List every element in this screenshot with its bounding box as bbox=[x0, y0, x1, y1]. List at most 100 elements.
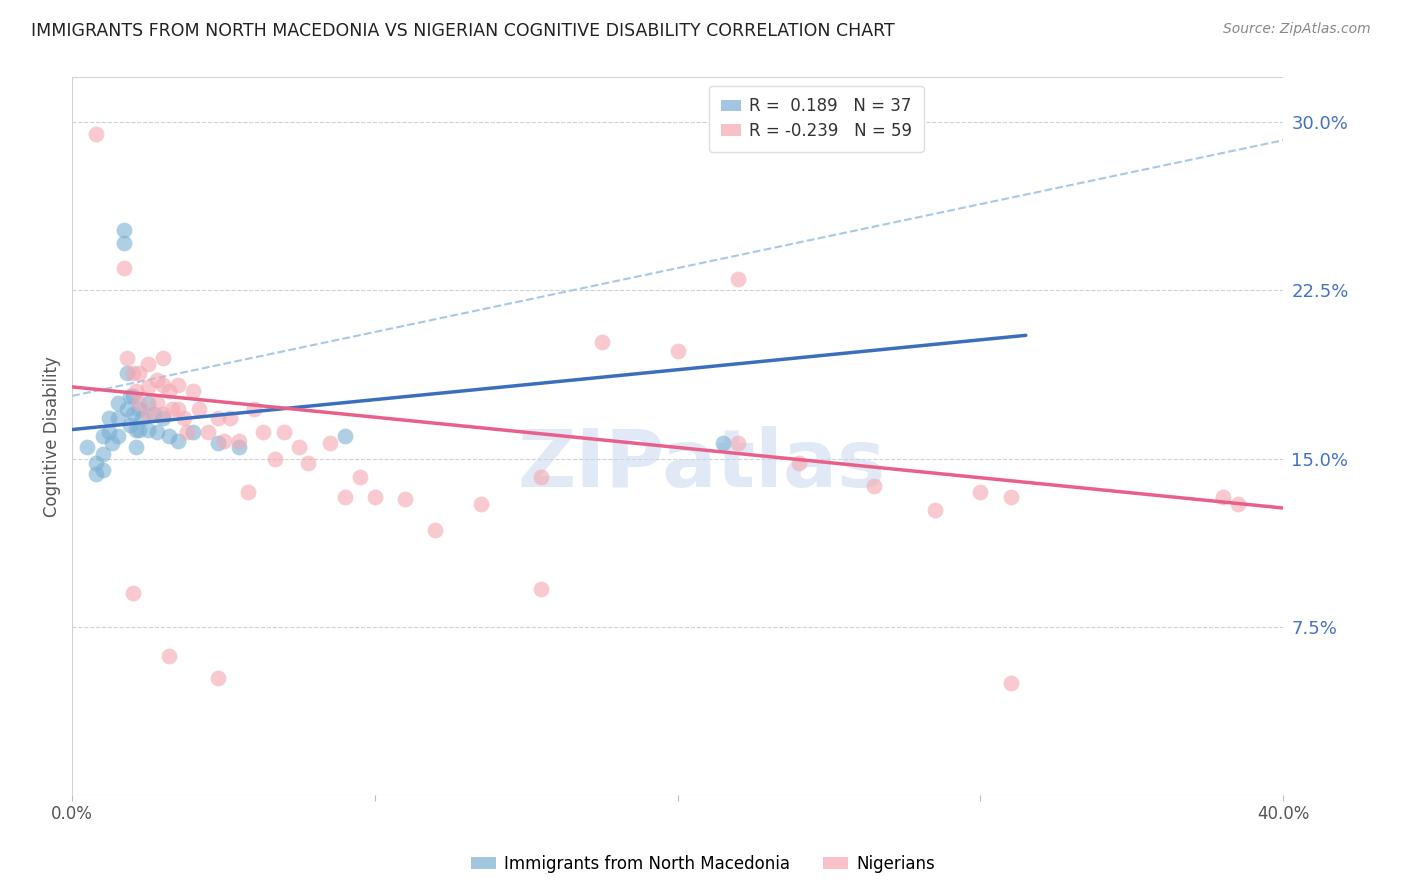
Point bbox=[252, 425, 274, 439]
Point bbox=[121, 407, 143, 421]
Text: IMMIGRANTS FROM NORTH MACEDONIA VS NIGERIAN COGNITIVE DISABILITY CORRELATION CHA: IMMIGRANTS FROM NORTH MACEDONIA VS NIGER… bbox=[31, 22, 894, 40]
Point bbox=[207, 436, 229, 450]
Point bbox=[136, 395, 159, 409]
Point bbox=[243, 402, 266, 417]
Point bbox=[112, 236, 135, 251]
Point bbox=[115, 402, 138, 417]
Point bbox=[136, 358, 159, 372]
Point bbox=[1000, 490, 1022, 504]
Point bbox=[1000, 676, 1022, 690]
Point bbox=[349, 469, 371, 483]
Point bbox=[425, 524, 447, 538]
Point bbox=[167, 402, 190, 417]
Point bbox=[157, 429, 180, 443]
Point bbox=[97, 425, 120, 439]
Text: ZIPatlas: ZIPatlas bbox=[517, 426, 886, 504]
Point bbox=[591, 334, 613, 349]
Point bbox=[91, 447, 114, 461]
Point bbox=[188, 402, 211, 417]
Point bbox=[1226, 496, 1249, 510]
Point bbox=[86, 127, 108, 141]
Point bbox=[107, 429, 129, 443]
Point bbox=[115, 351, 138, 365]
Point bbox=[530, 582, 553, 596]
Point bbox=[112, 261, 135, 276]
Point bbox=[91, 429, 114, 443]
Point bbox=[167, 377, 190, 392]
Point bbox=[136, 407, 159, 421]
Point bbox=[924, 503, 946, 517]
Point bbox=[264, 451, 287, 466]
Point bbox=[167, 434, 190, 448]
Point bbox=[152, 411, 174, 425]
Point bbox=[207, 672, 229, 686]
Point bbox=[152, 377, 174, 392]
Point bbox=[228, 434, 250, 448]
Point bbox=[297, 456, 319, 470]
Point bbox=[236, 485, 259, 500]
Point bbox=[364, 490, 387, 504]
Point bbox=[157, 648, 180, 663]
Point bbox=[146, 373, 169, 387]
Point bbox=[969, 485, 991, 500]
Point bbox=[128, 395, 150, 409]
Point bbox=[112, 223, 135, 237]
Point bbox=[333, 490, 356, 504]
Point bbox=[666, 344, 689, 359]
Point bbox=[128, 423, 150, 437]
Point bbox=[228, 441, 250, 455]
Point bbox=[107, 411, 129, 425]
Point bbox=[115, 367, 138, 381]
Text: Source: ZipAtlas.com: Source: ZipAtlas.com bbox=[1223, 22, 1371, 37]
Point bbox=[218, 411, 240, 425]
Point bbox=[86, 456, 108, 470]
Point bbox=[128, 367, 150, 381]
Point bbox=[212, 434, 235, 448]
Point bbox=[711, 436, 734, 450]
Point bbox=[273, 425, 295, 439]
Point bbox=[125, 441, 148, 455]
Point bbox=[100, 436, 122, 450]
Y-axis label: Cognitive Disability: Cognitive Disability bbox=[44, 356, 60, 516]
Point bbox=[207, 411, 229, 425]
Point bbox=[143, 407, 166, 421]
Point bbox=[118, 418, 141, 433]
Point bbox=[107, 395, 129, 409]
Point bbox=[128, 402, 150, 417]
Point bbox=[118, 389, 141, 403]
Point bbox=[181, 384, 204, 399]
Point bbox=[530, 469, 553, 483]
Point bbox=[176, 425, 198, 439]
Point bbox=[125, 423, 148, 437]
Point bbox=[787, 456, 810, 470]
Point bbox=[333, 429, 356, 443]
Point bbox=[152, 351, 174, 365]
Point bbox=[76, 441, 98, 455]
Legend: R =  0.189   N = 37, R = -0.239   N = 59: R = 0.189 N = 37, R = -0.239 N = 59 bbox=[709, 86, 924, 152]
Point bbox=[727, 272, 749, 286]
Point bbox=[157, 384, 180, 399]
Point bbox=[121, 586, 143, 600]
Point bbox=[146, 395, 169, 409]
Point bbox=[394, 491, 416, 506]
Point bbox=[197, 425, 219, 439]
Point bbox=[160, 402, 183, 417]
Point bbox=[121, 389, 143, 403]
Point bbox=[173, 411, 195, 425]
Point bbox=[146, 425, 169, 439]
Point bbox=[288, 441, 311, 455]
Point bbox=[131, 411, 153, 425]
Point bbox=[318, 436, 340, 450]
Point bbox=[181, 425, 204, 439]
Point bbox=[727, 436, 749, 450]
Point bbox=[152, 407, 174, 421]
Point bbox=[121, 367, 143, 381]
Point bbox=[86, 467, 108, 482]
Point bbox=[136, 380, 159, 394]
Point bbox=[136, 423, 159, 437]
Point bbox=[1212, 490, 1234, 504]
Point bbox=[125, 384, 148, 399]
Point bbox=[863, 478, 886, 492]
Legend: Immigrants from North Macedonia, Nigerians: Immigrants from North Macedonia, Nigeria… bbox=[464, 848, 942, 880]
Point bbox=[91, 463, 114, 477]
